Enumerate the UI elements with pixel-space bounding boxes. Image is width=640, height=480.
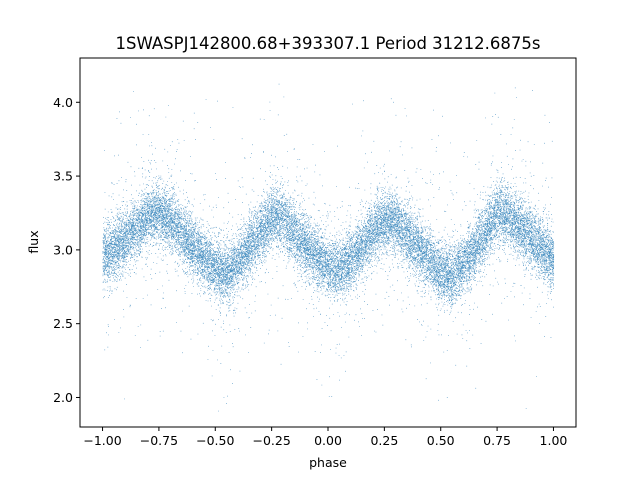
y-tick-label: 4.0 (53, 95, 73, 110)
x-tick-label: 0.75 (483, 433, 511, 448)
x-tick-label: −0.25 (252, 433, 290, 448)
x-tick-label: 0.50 (427, 433, 455, 448)
chart-title: 1SWASPJ142800.68+393307.1 Period 31212.6… (115, 34, 540, 53)
x-tick-label: 1.00 (540, 433, 568, 448)
x-tick-label: −1.00 (83, 433, 121, 448)
y-axis-label: flux (26, 230, 41, 253)
y-tick-label: 3.5 (53, 169, 73, 184)
x-axis-ticks: −1.00 −0.75 −0.50 −0.25 0.00 0.25 0.50 0.75 1.00 (83, 427, 567, 448)
x-axis-label: phase (309, 455, 347, 470)
y-tick-label: 2.5 (53, 316, 73, 331)
y-axis-ticks: 2.0 2.5 3.0 3.5 4.0 (53, 95, 80, 405)
y-tick-label: 3.0 (53, 242, 73, 257)
y-tick-label: 2.0 (53, 390, 73, 405)
x-tick-label: −0.50 (196, 433, 234, 448)
x-tick-label: 0.00 (314, 433, 342, 448)
x-tick-label: −0.75 (140, 433, 178, 448)
x-tick-label: 0.25 (370, 433, 398, 448)
